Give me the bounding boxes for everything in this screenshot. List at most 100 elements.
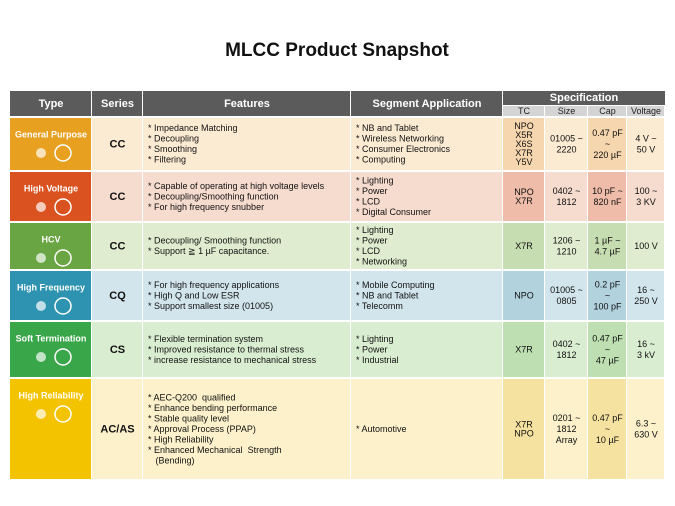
cap-line: 10 µF (596, 435, 620, 445)
cell (545, 172, 587, 221)
features-line: * For high frequency applications (148, 280, 280, 290)
features-line: * AEC-Q200 qualified (148, 392, 236, 402)
features-line: * Capable of operating at high voltage l… (148, 181, 325, 191)
cell (143, 223, 350, 269)
applications-line: * Automotive (356, 424, 407, 434)
applications-line: * Telecomm (356, 301, 403, 311)
voltage-line: 6.3 ~ (636, 418, 656, 428)
applications-line: * Mobile Computing (356, 280, 435, 290)
cell (143, 172, 350, 221)
features-line: * Approval Process (PPAP) (148, 424, 256, 434)
subheader-cell (627, 106, 664, 116)
size-line: 0201 ~ (553, 413, 581, 423)
cap-line: ~ (605, 424, 610, 434)
features-line: * Support smallest size (01005) (148, 301, 273, 311)
header-cell (503, 91, 665, 105)
voltage-line: 16 ~ (637, 285, 655, 295)
header-text: Specification (550, 92, 619, 104)
features-line: * Stable quality level (148, 413, 229, 423)
cell (588, 379, 626, 479)
voltage-line: 4 V ~ (635, 133, 656, 143)
icon (54, 405, 72, 423)
series: CQ (109, 290, 126, 302)
features-line: * increase resistance to mechanical stre… (148, 355, 317, 365)
cap-line: 0.47 pF (592, 128, 623, 138)
voltage-line: 50 V (637, 144, 656, 154)
cap-line: 0.2 pF (595, 279, 621, 289)
features-line: * Enhance bending performance (148, 403, 277, 413)
features-line: * Improved resistance to thermal stress (148, 344, 305, 354)
applications-line: * Power (356, 344, 388, 354)
features-line: * For high frequency snubber (148, 202, 264, 212)
size-line: 1210 (556, 246, 576, 256)
cap-line: 1 µF ~ (595, 235, 621, 245)
applications-line: * Lighting (356, 176, 394, 186)
type-label: Soft Termination (16, 333, 87, 343)
type-cell (10, 322, 91, 377)
voltage-line: 3 kV (637, 350, 655, 360)
cap-line: 100 pF (593, 301, 622, 311)
header-cell (10, 91, 91, 116)
tc-line: NPO (514, 187, 534, 197)
type-cell (10, 379, 91, 479)
tc-line: X5R (515, 130, 533, 140)
size-line: 01005 ~ (550, 133, 583, 143)
cell (143, 379, 350, 479)
applications-line: * LCD (356, 197, 381, 207)
cell (588, 172, 626, 221)
icon (36, 409, 46, 419)
size-line: 2220 (556, 144, 576, 154)
icon (54, 144, 72, 162)
cell (351, 379, 502, 479)
subheader-cell (545, 106, 587, 116)
voltage-line: 3 KV (636, 197, 656, 207)
cell (351, 118, 502, 170)
series: AC/AS (100, 423, 134, 435)
tc-line: Y5V (515, 157, 532, 167)
type-label: High Reliability (18, 390, 83, 400)
cell (588, 271, 626, 320)
applications-line: * NB and Tablet (356, 290, 419, 300)
cell (627, 118, 664, 170)
cap-line: 47 µF (596, 355, 620, 365)
applications-line: * LCD (356, 246, 381, 256)
tc-line: X7R (515, 419, 533, 429)
cell (503, 379, 544, 479)
size-line: 01005 ~ (550, 285, 583, 295)
applications-line: * Power (356, 236, 388, 246)
applications-line: * Consumer Electronics (356, 144, 451, 154)
cell (545, 223, 587, 269)
voltage-line: 100 V (634, 241, 658, 251)
applications-line: * Lighting (356, 334, 394, 344)
cap-line: 10 pF ~ (592, 186, 623, 196)
cap-line: 4.7 µF (595, 246, 621, 256)
size-line: 0805 (556, 296, 576, 306)
features-line: * Smoothing (148, 144, 197, 154)
cell (92, 223, 142, 269)
icon (54, 348, 72, 366)
cap-line: 0.47 pF (592, 333, 623, 343)
cell (627, 223, 664, 269)
cell (143, 322, 350, 377)
type-label: High Frequency (17, 282, 85, 292)
voltage-line: 630 V (634, 429, 658, 439)
subheader-text: Size (558, 106, 576, 116)
tc-line: X7R (515, 241, 533, 251)
cell (143, 118, 350, 170)
applications-line: * Lighting (356, 225, 394, 235)
applications-line: * NB and Tablet (356, 123, 419, 133)
cap-line: ~ (605, 344, 610, 354)
features-line: * Impedance Matching (148, 123, 238, 133)
type-cell (10, 271, 91, 320)
tc-line: X7R (515, 148, 533, 158)
cell (503, 322, 544, 377)
cell (503, 118, 544, 170)
cell (92, 271, 142, 320)
cell (92, 322, 142, 377)
type-label: High Voltage (24, 183, 78, 193)
cell (627, 172, 664, 221)
cell (351, 322, 502, 377)
series: CC (110, 138, 126, 150)
subheader-cell (588, 106, 626, 116)
